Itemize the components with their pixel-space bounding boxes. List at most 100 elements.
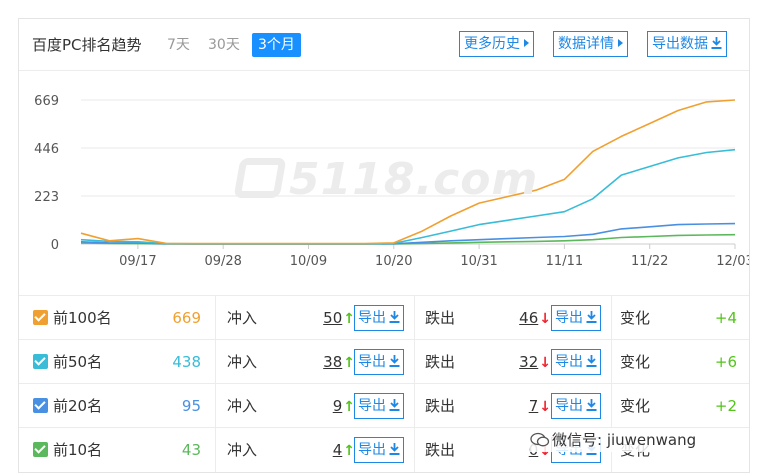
- out-label: 跌出: [425, 309, 456, 327]
- export-in-button[interactable]: 导出: [354, 305, 404, 331]
- in-label: 冲入: [227, 309, 258, 327]
- out-value-link[interactable]: 7: [528, 397, 539, 415]
- change-label: 变化: [620, 353, 651, 371]
- y-tick-label: 223: [34, 190, 59, 205]
- watermark-logo-icon: [233, 158, 287, 198]
- export-in-label: 导出: [358, 442, 386, 458]
- download-icon: [389, 443, 400, 455]
- rank-label: 前100名: [53, 309, 112, 327]
- change-value: +2: [714, 397, 737, 415]
- rank-label: 前50名: [53, 353, 103, 371]
- in-label: 冲入: [227, 441, 258, 459]
- line-chart-svg: 0 223 446 669 09/17 09/28 10/09 10/20 10/31 11/11…: [34, 94, 754, 269]
- x-tick-label: 10/09: [290, 254, 327, 269]
- x-tick-label: 11/11: [546, 254, 583, 269]
- out-value-link[interactable]: 32: [519, 353, 539, 371]
- export-in-button[interactable]: 导出: [354, 349, 404, 375]
- export-out-button[interactable]: 导出: [551, 393, 601, 419]
- download-icon: [586, 355, 597, 367]
- arrow-up-icon: ↑: [343, 399, 355, 415]
- watermark: 5118.com: [233, 154, 538, 205]
- rank-count: 95: [181, 397, 201, 415]
- panel-title: 百度PC排名趋势: [32, 36, 142, 54]
- wechat-overlay: 微信号: jiuwenwang: [530, 428, 703, 452]
- series-line: [80, 99, 736, 245]
- series-checkbox[interactable]: [33, 442, 48, 457]
- range-tab-30d[interactable]: 30天: [208, 37, 240, 53]
- x-tick-label: 09/28: [204, 254, 241, 269]
- export-in-label: 导出: [358, 354, 386, 370]
- rank-count: 669: [172, 309, 201, 327]
- change-label: 变化: [620, 309, 651, 327]
- rank-count: 438: [172, 353, 201, 371]
- in-label: 冲入: [227, 353, 258, 371]
- range-tab-3m[interactable]: 3个月: [252, 33, 301, 57]
- download-icon: [586, 399, 597, 411]
- in-value-link[interactable]: 4: [332, 441, 343, 459]
- out-value-link[interactable]: 46: [519, 309, 539, 327]
- range-tab-7d[interactable]: 7天: [167, 37, 190, 53]
- export-in-button[interactable]: 导出: [354, 437, 404, 463]
- download-icon: [586, 311, 597, 323]
- in-value-link[interactable]: 50: [323, 309, 343, 327]
- arrow-up-icon: ↑: [343, 355, 355, 371]
- download-icon: [389, 311, 400, 323]
- export-data-label: 导出数据: [652, 36, 708, 52]
- export-out-label: 导出: [555, 398, 583, 414]
- x-tick-label: 09/17: [119, 254, 156, 269]
- caret-right-icon: [524, 39, 529, 47]
- data-details-label: 数据详情: [558, 36, 614, 52]
- y-tick-label: 446: [34, 142, 59, 157]
- export-data-button[interactable]: 导出数据: [647, 31, 727, 57]
- rank-trend-panel: 百度PC排名趋势 7天 30天 3个月 更多历史 数据详情 导出数据 5118.…: [18, 18, 754, 473]
- download-icon: [389, 355, 400, 367]
- more-history-label: 更多历史: [464, 36, 520, 52]
- download-icon: [711, 37, 722, 49]
- arrow-down-icon: ↓: [539, 399, 551, 415]
- change-value: +4: [714, 309, 737, 327]
- download-icon: [389, 399, 400, 411]
- export-in-button[interactable]: 导出: [354, 393, 404, 419]
- series-checkbox[interactable]: [33, 310, 48, 325]
- trend-chart: 5118.com 0 223 446 669 09/17 09/28 10/09 10/20 1…: [19, 72, 754, 294]
- out-label: 跌出: [425, 397, 456, 415]
- panel-header: 百度PC排名趋势 7天 30天 3个月 更多历史 数据详情 导出数据: [19, 19, 749, 71]
- export-out-button[interactable]: 导出: [551, 349, 601, 375]
- y-tick-label: 669: [34, 94, 59, 109]
- export-out-label: 导出: [555, 310, 583, 326]
- export-out-label: 导出: [555, 354, 583, 370]
- out-label: 跌出: [425, 353, 456, 371]
- series-checkbox[interactable]: [33, 398, 48, 413]
- export-in-label: 导出: [358, 398, 386, 414]
- wechat-text: 微信号: jiuwenwang: [552, 431, 697, 449]
- rank-table: 前100名 669 冲入 50↑ 导出 跌出 46↓ 导出 变化 +4 前50名 438 冲入 38↑ 导出…: [19, 295, 749, 472]
- rank-row: 前100名 669 冲入 50↑ 导出 跌出 46↓ 导出 变化 +4: [19, 295, 749, 340]
- export-out-button[interactable]: 导出: [551, 305, 601, 331]
- arrow-up-icon: ↑: [343, 311, 355, 327]
- rank-row: 前20名 95 冲入 9↑ 导出 跌出 7↓ 导出 变化 +2: [19, 383, 749, 428]
- out-label: 跌出: [425, 441, 456, 459]
- rank-row: 前50名 438 冲入 38↑ 导出 跌出 32↓ 导出 变化 +6: [19, 339, 749, 384]
- x-tick-label: 10/20: [375, 254, 412, 269]
- in-label: 冲入: [227, 397, 258, 415]
- in-value-link[interactable]: 9: [332, 397, 343, 415]
- more-history-button[interactable]: 更多历史: [459, 31, 534, 57]
- in-value-link[interactable]: 38: [323, 353, 343, 371]
- data-details-button[interactable]: 数据详情: [553, 31, 628, 57]
- rank-label: 前20名: [53, 397, 103, 415]
- rank-count: 43: [181, 441, 201, 459]
- y-tick-label: 0: [51, 238, 59, 253]
- change-value: +6: [714, 353, 737, 371]
- x-tick-label: 11/22: [631, 254, 668, 269]
- arrow-down-icon: ↓: [539, 311, 551, 327]
- x-tick-label: 12/03: [716, 254, 749, 269]
- arrow-up-icon: ↑: [343, 443, 355, 459]
- caret-right-icon: [618, 39, 623, 47]
- x-tick-label: 10/31: [460, 254, 497, 269]
- change-label: 变化: [620, 397, 651, 415]
- arrow-down-icon: ↓: [539, 355, 551, 371]
- rank-label: 前10名: [53, 441, 103, 459]
- export-in-label: 导出: [358, 310, 386, 326]
- series-checkbox[interactable]: [33, 354, 48, 369]
- wechat-icon: [530, 432, 550, 447]
